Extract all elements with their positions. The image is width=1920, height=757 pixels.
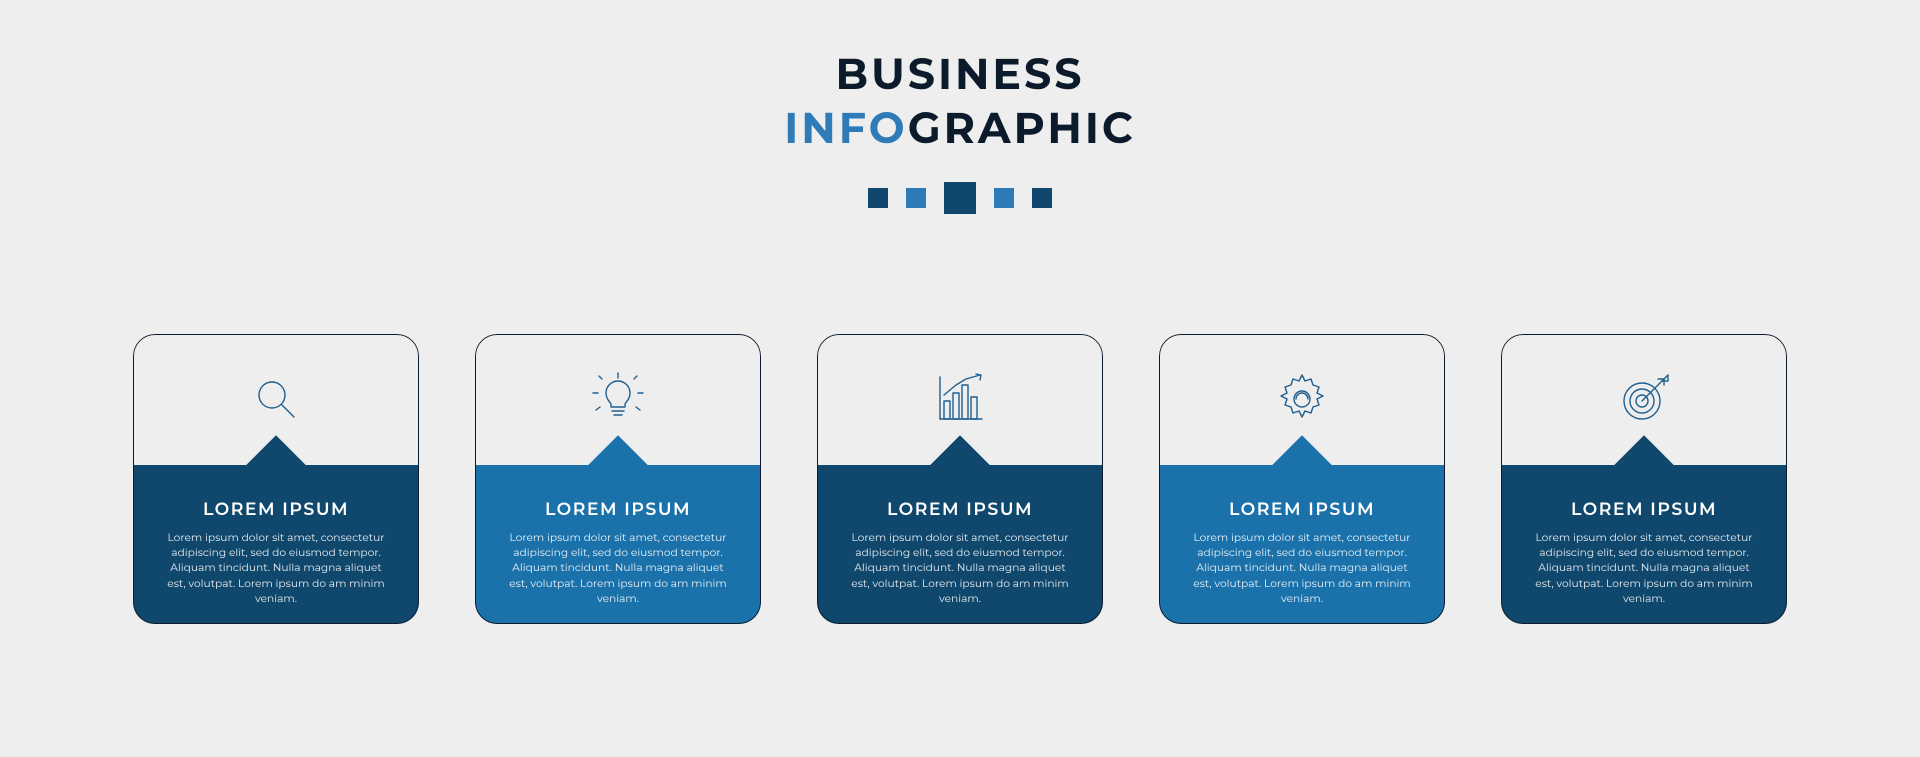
card-4: LOREM IPSUM Lorem ipsum dolor sit amet, c… <box>1159 334 1445 624</box>
target-icon <box>1612 367 1676 431</box>
lightbulb-icon <box>586 367 650 431</box>
header: BUSINESS INFOGRAPHIC <box>784 48 1136 214</box>
card-title: LOREM IPSUM <box>203 499 349 520</box>
card-body: Lorem ipsum dolor sit amet, consectetur … <box>503 530 733 607</box>
title-line-2: INFOGRAPHIC <box>784 102 1136 154</box>
card-body: Lorem ipsum dolor sit amet, consectetur … <box>1529 530 1759 607</box>
title-rest: GRAPHIC <box>908 102 1136 154</box>
barchart-icon <box>928 367 992 431</box>
decor-square-1 <box>868 188 888 208</box>
decor-square-4 <box>994 188 1014 208</box>
decor-square-2 <box>906 188 926 208</box>
card-5: LOREM IPSUM Lorem ipsum dolor sit amet, c… <box>1501 334 1787 624</box>
card-title: LOREM IPSUM <box>545 499 691 520</box>
title-accent: INFO <box>784 102 907 154</box>
card-title: LOREM IPSUM <box>1229 499 1375 520</box>
magnifier-icon <box>244 367 308 431</box>
decor-square-5 <box>1032 188 1052 208</box>
decor-square-3 <box>944 182 976 214</box>
card-body: Lorem ipsum dolor sit amet, consectetur … <box>161 530 391 607</box>
card-title: LOREM IPSUM <box>1571 499 1717 520</box>
card-body: Lorem ipsum dolor sit amet, consectetur … <box>845 530 1075 607</box>
card-3: LOREM IPSUM Lorem ipsum dolor sit amet, c… <box>817 334 1103 624</box>
cards-row: LOREM IPSUM Lorem ipsum dolor sit amet, c… <box>0 334 1920 624</box>
card-title: LOREM IPSUM <box>887 499 1033 520</box>
gear-icon <box>1270 367 1334 431</box>
title-line-1: BUSINESS <box>784 48 1136 100</box>
card-2: LOREM IPSUM Lorem ipsum dolor sit amet, c… <box>475 334 761 624</box>
card-1: LOREM IPSUM Lorem ipsum dolor sit amet, c… <box>133 334 419 624</box>
decor-row <box>784 182 1136 214</box>
card-body: Lorem ipsum dolor sit amet, consectetur … <box>1187 530 1417 607</box>
